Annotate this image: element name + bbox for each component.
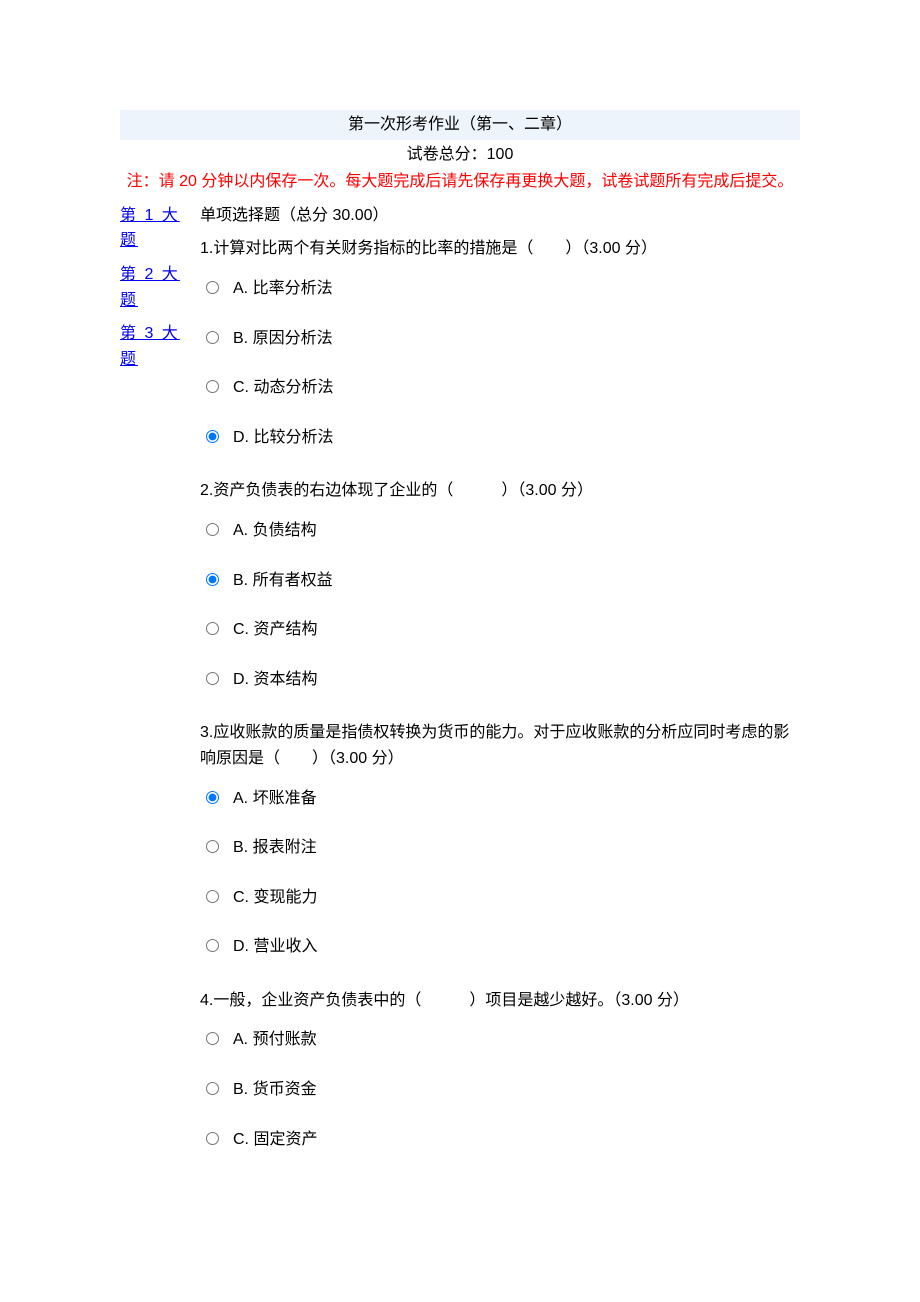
question-1-radio-a[interactable] bbox=[206, 281, 219, 294]
question-3-score: （3.00 分） bbox=[328, 750, 404, 767]
question-1-body: 计算对比两个有关财务指标的比率的措施是（ ） bbox=[213, 240, 581, 257]
question-3-option-b: B. 报表附注 bbox=[200, 835, 800, 861]
question-4-score: （3.00 分） bbox=[613, 992, 689, 1009]
total-score-label: 试卷总分： bbox=[407, 146, 487, 163]
question-1-score: （3.00 分） bbox=[581, 240, 657, 257]
question-3-radio-d[interactable] bbox=[206, 939, 219, 952]
question-1-option-b-label: B. 原因分析法 bbox=[233, 326, 333, 352]
sidebar-link-1[interactable]: 第 1 大题 bbox=[120, 203, 190, 254]
question-2-option-b-label: B. 所有者权益 bbox=[233, 568, 333, 594]
question-2-score: （3.00 分） bbox=[517, 482, 593, 499]
question-2-option-d-label: D. 资本结构 bbox=[233, 667, 317, 693]
question-2-option-c: C. 资产结构 bbox=[200, 617, 800, 643]
question-1-radio-c[interactable] bbox=[206, 380, 219, 393]
question-1-option-a: A. 比率分析法 bbox=[200, 276, 800, 302]
question-2-option-b: B. 所有者权益 bbox=[200, 568, 800, 594]
question-2-option-c-label: C. 资产结构 bbox=[233, 617, 317, 643]
question-1-option-c: C. 动态分析法 bbox=[200, 375, 800, 401]
question-4-option-c-label: C. 固定资产 bbox=[233, 1127, 317, 1153]
question-4-radio-a[interactable] bbox=[206, 1032, 219, 1045]
question-4-text: 4.一般，企业资产负债表中的（ ）项目是越少越好。（3.00 分） bbox=[200, 988, 800, 1014]
question-2-text: 2.资产负债表的右边体现了企业的（ ）（3.00 分） bbox=[200, 478, 800, 504]
main-content: 单项选择题（总分 30.00） 1.计算对比两个有关财务指标的比率的措施是（ ）… bbox=[190, 203, 800, 1180]
question-3: 3.应收账款的质量是指债权转换为货币的能力。对于应收账款的分析应同时考虑的影响原… bbox=[200, 720, 800, 960]
question-2-number: 2. bbox=[200, 482, 213, 499]
section-title: 单项选择题（总分 30.00） bbox=[200, 203, 800, 229]
question-3-radio-c[interactable] bbox=[206, 890, 219, 903]
question-3-number: 3. bbox=[200, 724, 213, 741]
question-2-radio-d[interactable] bbox=[206, 672, 219, 685]
total-score-value: 100 bbox=[487, 146, 514, 163]
question-1-option-a-label: A. 比率分析法 bbox=[233, 276, 333, 302]
question-3-option-a: A. 坏账准备 bbox=[200, 786, 800, 812]
notice-minutes: 20 bbox=[179, 173, 197, 190]
question-4-radio-b[interactable] bbox=[206, 1082, 219, 1095]
sidebar-nav: 第 1 大题 第 2 大题 第 3 大题 bbox=[120, 203, 190, 381]
question-3-option-c-label: C. 变现能力 bbox=[233, 885, 317, 911]
question-1-option-c-label: C. 动态分析法 bbox=[233, 375, 333, 401]
question-2-option-d: D. 资本结构 bbox=[200, 667, 800, 693]
question-3-body: 应收账款的质量是指债权转换为货币的能力。对于应收账款的分析应同时考虑的影响原因是… bbox=[200, 724, 789, 767]
question-4-option-c: C. 固定资产 bbox=[200, 1127, 800, 1153]
question-4-option-b-label: B. 货币资金 bbox=[233, 1077, 317, 1103]
question-4: 4.一般，企业资产负债表中的（ ）项目是越少越好。（3.00 分） A. 预付账… bbox=[200, 988, 800, 1152]
question-2-radio-c[interactable] bbox=[206, 622, 219, 635]
question-3-text: 3.应收账款的质量是指债权转换为货币的能力。对于应收账款的分析应同时考虑的影响原… bbox=[200, 720, 800, 771]
page-title: 第一次形考作业（第一、二章） bbox=[120, 110, 800, 140]
question-3-option-d: D. 营业收入 bbox=[200, 934, 800, 960]
question-1-number: 1. bbox=[200, 240, 213, 257]
question-2-option-a-label: A. 负债结构 bbox=[233, 518, 317, 544]
question-1-text: 1.计算对比两个有关财务指标的比率的措施是（ ）（3.00 分） bbox=[200, 236, 800, 262]
content-container: 第 1 大题 第 2 大题 第 3 大题 单项选择题（总分 30.00） 1.计… bbox=[120, 203, 800, 1180]
notice-suffix: 分钟以内保存一次。每大题完成后请先保存再更换大题，试卷试题所有完成后提交。 bbox=[197, 173, 793, 190]
notice-text: 注：请 20 分钟以内保存一次。每大题完成后请先保存再更换大题，试卷试题所有完成… bbox=[120, 169, 800, 195]
total-score: 试卷总分：100 bbox=[120, 142, 800, 168]
question-4-body: 一般，企业资产负债表中的（ ）项目是越少越好。 bbox=[213, 992, 613, 1009]
question-4-option-b: B. 货币资金 bbox=[200, 1077, 800, 1103]
question-3-radio-a[interactable] bbox=[206, 791, 219, 804]
question-3-radio-b[interactable] bbox=[206, 840, 219, 853]
question-1-option-b: B. 原因分析法 bbox=[200, 326, 800, 352]
question-3-option-d-label: D. 营业收入 bbox=[233, 934, 317, 960]
question-3-option-a-label: A. 坏账准备 bbox=[233, 786, 317, 812]
question-4-option-a: A. 预付账款 bbox=[200, 1027, 800, 1053]
question-2-option-a: A. 负债结构 bbox=[200, 518, 800, 544]
question-1-radio-d[interactable] bbox=[206, 430, 219, 443]
question-4-radio-c[interactable] bbox=[206, 1132, 219, 1145]
question-2: 2.资产负债表的右边体现了企业的（ ）（3.00 分） A. 负债结构 B. 所… bbox=[200, 478, 800, 692]
question-1-option-d-label: D. 比较分析法 bbox=[233, 425, 333, 451]
question-1-radio-b[interactable] bbox=[206, 331, 219, 344]
question-2-radio-b[interactable] bbox=[206, 573, 219, 586]
question-2-body: 资产负债表的右边体现了企业的（ ） bbox=[213, 482, 517, 499]
question-4-option-a-label: A. 预付账款 bbox=[233, 1027, 317, 1053]
question-3-option-b-label: B. 报表附注 bbox=[233, 835, 317, 861]
sidebar-link-3[interactable]: 第 3 大题 bbox=[120, 321, 190, 372]
notice-prefix: 注：请 bbox=[127, 173, 179, 190]
question-3-option-c: C. 变现能力 bbox=[200, 885, 800, 911]
sidebar-link-2[interactable]: 第 2 大题 bbox=[120, 262, 190, 313]
question-2-radio-a[interactable] bbox=[206, 523, 219, 536]
question-4-number: 4. bbox=[200, 992, 213, 1009]
question-1: 1.计算对比两个有关财务指标的比率的措施是（ ）（3.00 分） A. 比率分析… bbox=[200, 236, 800, 450]
question-1-option-d: D. 比较分析法 bbox=[200, 425, 800, 451]
